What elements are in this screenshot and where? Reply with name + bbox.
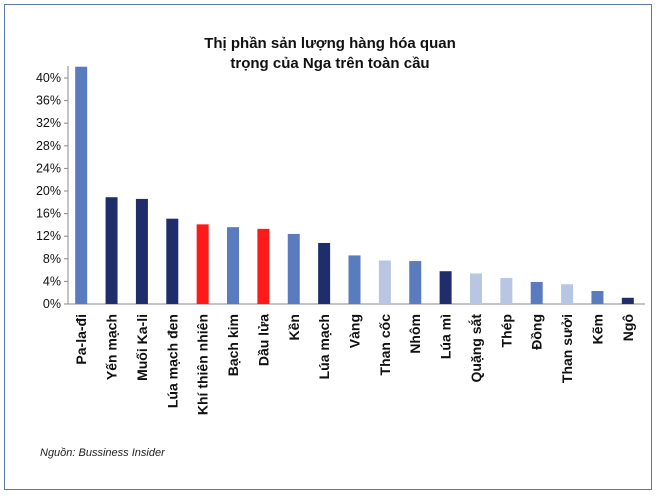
bar: [318, 242, 331, 304]
x-tick-label: Than sưởi: [559, 314, 575, 383]
bar: [378, 260, 391, 304]
bar: [105, 197, 118, 304]
bar: [227, 227, 240, 304]
bar: [196, 224, 209, 304]
y-tick-label: 16%: [36, 207, 61, 221]
x-tick-label: Dầu lửa: [255, 314, 271, 366]
x-tick-label: Bạch kim: [225, 314, 241, 376]
bar: [500, 278, 513, 304]
y-tick-label: 0%: [43, 297, 61, 311]
x-tick-label: Nhôm: [407, 314, 423, 354]
x-tick-label: Pa-la-đi: [73, 314, 89, 365]
chart-title-line-1: Thị phần sản lượng hàng hóa quan: [204, 35, 456, 52]
x-tick-label: Yến mạch: [104, 314, 120, 380]
bar: [530, 281, 543, 304]
y-tick-label: 32%: [36, 116, 61, 130]
bars-group: [75, 66, 634, 304]
bar: [135, 198, 148, 304]
y-tick-label: 36%: [36, 94, 61, 108]
x-tick-label: Khí thiên nhiên: [195, 314, 211, 415]
y-tick-label: 20%: [36, 184, 61, 198]
x-tick-label: Quặng sắt: [467, 314, 484, 383]
x-tick-label: Muối Ka-li: [134, 314, 150, 381]
y-tick-label: 4%: [43, 274, 61, 288]
source-note: Nguồn: Bussiness Insider: [40, 447, 165, 459]
x-tick-label: Vàng: [347, 314, 363, 348]
x-tick-label: Ngô: [620, 314, 636, 341]
y-tick-label: 28%: [36, 139, 61, 153]
bar: [287, 233, 300, 304]
bar: [591, 291, 604, 304]
x-tick-label: Kền: [286, 314, 302, 340]
bar: [166, 218, 179, 304]
bar: [439, 271, 452, 304]
x-tick-label: Đồng: [529, 314, 545, 350]
x-tick-label: Kẽm: [589, 314, 605, 344]
chart-title-line-2: trọng của Nga trên toàn cầu: [230, 55, 430, 72]
y-tick-label: 40%: [36, 71, 61, 85]
y-tick-label: 8%: [43, 252, 61, 266]
bar: [409, 261, 422, 304]
bar: [469, 273, 482, 304]
bar: [621, 297, 634, 304]
x-tick-label: Thép: [498, 314, 514, 347]
x-axis-labels: Pa-la-đi Yến mạch Muối Ka-li Lúa mạch đen Kh…: [73, 314, 636, 415]
x-tick-label: Than cốc: [377, 314, 393, 376]
y-axis-ticks: 0% 4% 8% 12% 16% 20% 24% 28% 32% 36% 40%: [36, 71, 68, 311]
x-tick-label: Lúa mạch đen: [164, 314, 180, 408]
y-tick-label: 12%: [36, 229, 61, 243]
y-tick-label: 24%: [36, 161, 61, 175]
bar: [561, 284, 574, 304]
x-tick-label: Lúa mì: [438, 314, 454, 359]
bar: [348, 255, 361, 304]
bar: [75, 66, 88, 304]
bar: [257, 228, 270, 304]
chart-title: Thị phần sản lượng hàng hóa quan trọng c…: [0, 34, 660, 74]
x-tick-label: Lúa mạch: [316, 314, 332, 379]
